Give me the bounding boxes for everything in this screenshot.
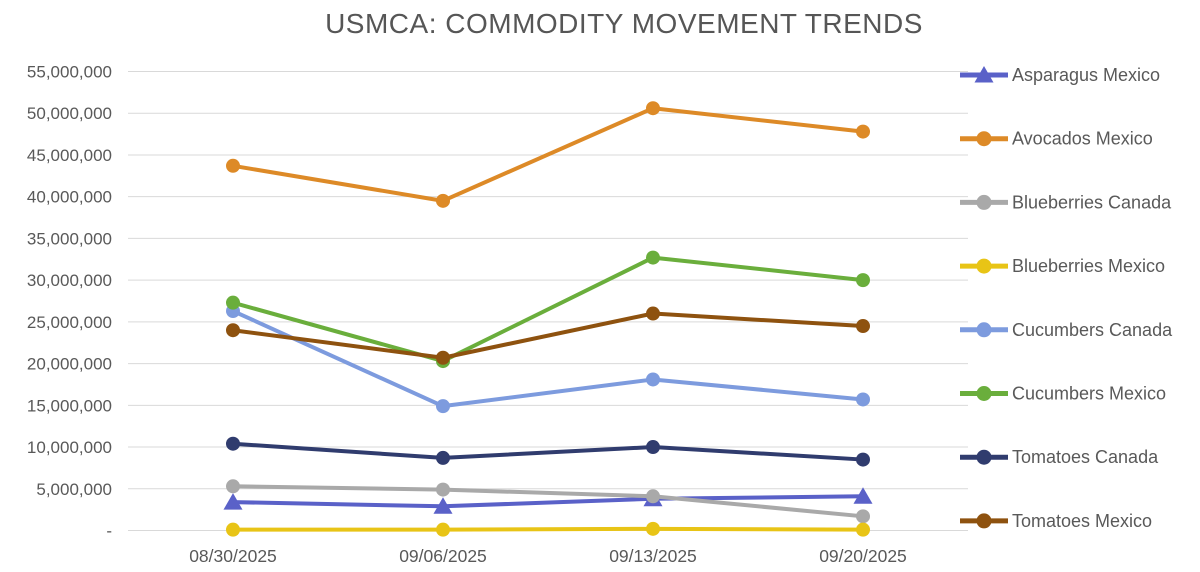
data-point-marker — [853, 487, 873, 504]
legend-label: Cucumbers Mexico — [1012, 384, 1166, 404]
legend-item-blueberries-mexico: Blueberries Mexico — [960, 256, 1165, 276]
y-tick-label: 5,000,000 — [36, 480, 112, 499]
legend-label: Avocados Mexico — [1012, 129, 1153, 149]
series-blueberries-mexico — [226, 521, 870, 537]
series-cucumbers-mexico — [226, 250, 870, 369]
data-point-marker — [646, 440, 660, 455]
chart-legend: Asparagus Mexico Avocados Mexico Blueberri… — [960, 65, 1173, 531]
data-point-marker — [436, 522, 450, 537]
x-axis-label: 08/30/2025 — [189, 546, 277, 566]
data-point-marker — [436, 350, 450, 365]
data-point-marker — [223, 493, 243, 510]
legend-label: Blueberries Canada — [1012, 192, 1172, 212]
series-line-avocados-mexico — [231, 106, 865, 203]
y-tick-label: 45,000,000 — [27, 146, 112, 165]
legend-label: Tomatoes Canada — [1012, 447, 1159, 467]
legend-label: Asparagus Mexico — [1012, 65, 1160, 85]
data-point-marker — [646, 306, 660, 321]
data-point-marker — [856, 452, 870, 467]
series-line-tomatoes-mexico — [231, 311, 865, 360]
series-blueberries-canada — [226, 479, 870, 524]
y-tick-label: 35,000,000 — [27, 229, 112, 248]
legend-label: Tomatoes Mexico — [1012, 511, 1152, 531]
legend-item-tomatoes-canada: Tomatoes Canada — [960, 447, 1159, 467]
y-tick-label: 30,000,000 — [27, 271, 112, 290]
series-line-cucumbers-mexico — [231, 255, 865, 364]
legend-item-avocados-mexico: Avocados Mexico — [960, 129, 1153, 149]
legend-item-cucumbers-mexico: Cucumbers Mexico — [960, 384, 1166, 404]
series-avocados-mexico — [226, 101, 870, 208]
legend-circle-icon — [976, 258, 992, 274]
data-point-marker — [856, 522, 870, 537]
data-point-marker — [646, 372, 660, 387]
legend-circle-icon — [976, 386, 992, 401]
y-tick-label: 55,000,000 — [27, 63, 112, 82]
legend-item-cucumbers-canada: Cucumbers Canada — [960, 320, 1173, 340]
x-axis-label: 09/13/2025 — [609, 546, 697, 566]
x-axis-labels: 08/30/2025 09/06/2025 09/13/2025 09/20/2025 — [189, 546, 907, 566]
y-axis-labels: - 5,000,000 10,000,000 15,000,000 20,000,000… — [27, 63, 112, 541]
series-line-blueberries-mexico — [231, 526, 865, 532]
data-point-marker — [226, 479, 240, 494]
series-lines — [223, 101, 873, 537]
y-tick-label: 20,000,000 — [27, 355, 112, 374]
data-point-marker — [226, 522, 240, 537]
legend-circle-icon — [976, 449, 992, 465]
data-point-marker — [436, 450, 450, 465]
legend-circle-icon — [976, 194, 992, 210]
x-axis-label: 09/20/2025 — [819, 546, 907, 566]
data-point-marker — [646, 250, 660, 265]
legend-circle-icon — [976, 322, 992, 338]
series-line-asparagus-mexico — [231, 494, 865, 509]
data-point-marker — [226, 158, 240, 173]
data-point-marker — [646, 489, 660, 504]
data-point-marker — [226, 436, 240, 451]
legend-circle-icon — [976, 513, 992, 529]
data-point-marker — [646, 521, 660, 536]
data-point-marker — [436, 399, 450, 414]
y-tick-label: 25,000,000 — [27, 313, 112, 332]
data-point-marker — [433, 497, 453, 514]
legend-item-asparagus-mexico: Asparagus Mexico — [960, 65, 1160, 85]
series-tomatoes-canada — [226, 436, 870, 467]
data-point-marker — [856, 509, 870, 524]
y-tick-label: 40,000,000 — [27, 188, 112, 207]
data-point-marker — [226, 323, 240, 338]
data-point-marker — [856, 392, 870, 407]
y-tick-label: 50,000,000 — [27, 104, 112, 123]
legend-item-tomatoes-mexico: Tomatoes Mexico — [960, 511, 1152, 531]
y-tick-label: 10,000,000 — [27, 438, 112, 457]
series-line-blueberries-canada — [231, 484, 865, 519]
data-point-marker — [856, 319, 870, 334]
series-line-cucumbers-canada — [231, 309, 865, 409]
legend-label: Blueberries Mexico — [1012, 256, 1165, 276]
series-line-tomatoes-canada — [231, 441, 865, 462]
series-cucumbers-canada — [226, 304, 870, 414]
chart-title: USMCA: COMMODITY MOVEMENT TRENDS — [325, 8, 923, 39]
data-point-marker — [226, 295, 240, 310]
legend-circle-icon — [976, 131, 992, 147]
gridlines — [128, 71, 968, 531]
legend-item-blueberries-canada: Blueberries Canada — [960, 192, 1172, 212]
y-tick-label: 15,000,000 — [27, 396, 112, 415]
series-tomatoes-mexico — [226, 306, 870, 365]
data-point-marker — [646, 101, 660, 116]
x-axis-label: 09/06/2025 — [399, 546, 487, 566]
y-tick-label: - — [106, 522, 112, 541]
legend-label: Cucumbers Canada — [1012, 320, 1173, 340]
data-point-marker — [436, 482, 450, 497]
data-point-marker — [856, 273, 870, 288]
data-point-marker — [436, 193, 450, 208]
legend-triangle-icon — [974, 66, 994, 83]
series-asparagus-mexico — [223, 487, 873, 514]
data-point-marker — [856, 124, 870, 139]
